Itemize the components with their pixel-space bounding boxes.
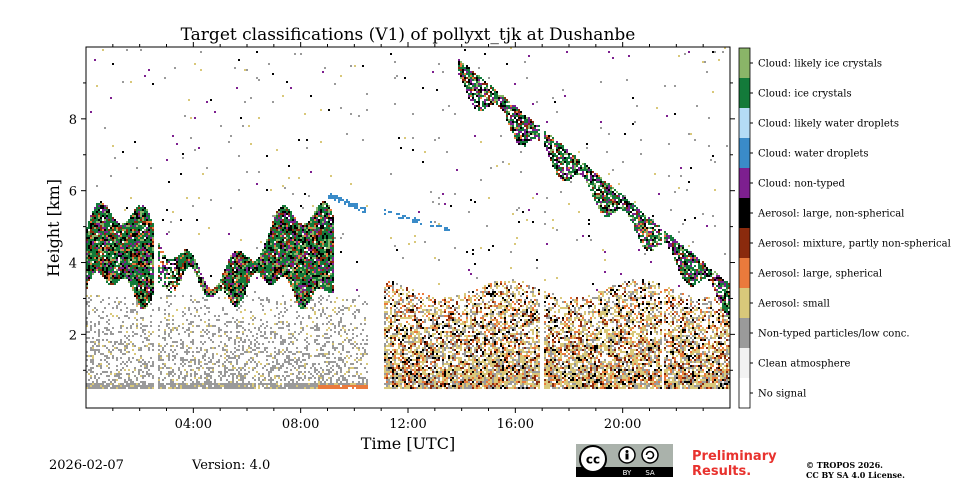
legend-swatch	[739, 348, 750, 378]
legend-swatch	[739, 138, 750, 168]
legend-label: No signal	[758, 389, 806, 400]
sa-text: SA	[645, 469, 655, 477]
y-tick-label: 4	[69, 257, 77, 272]
copyright-line2: CC BY SA 4.0 License.	[806, 470, 905, 480]
legend-swatch	[739, 288, 750, 318]
legend-label: Cloud: ice crystals	[758, 89, 852, 100]
legend-label: Cloud: non-typed	[758, 179, 846, 190]
legend-label: Cloud: likely water droplets	[758, 119, 899, 130]
legend-swatch	[739, 48, 750, 78]
axes: 04:00 08:00 12:00 16:00 20:00 2 4 6 8	[69, 42, 735, 432]
legend-swatch	[739, 318, 750, 348]
preliminary-line2: Results.	[692, 464, 752, 479]
legend-swatch	[739, 198, 750, 228]
date-label: 2026-02-07	[49, 458, 124, 473]
legend-frame	[738, 47, 751, 409]
y-tick-label: 6	[69, 185, 77, 200]
legend-label: Aerosol: mixture, partly non-spherical	[757, 239, 951, 250]
x-tick-label: 04:00	[175, 417, 212, 432]
x-tick-label: 20:00	[604, 417, 641, 432]
y-axis-label: Height [km]	[44, 179, 63, 277]
classification-heatmap	[86, 47, 730, 389]
cc-mark: cc	[586, 453, 600, 467]
legend-label: Cloud: water droplets	[758, 149, 869, 160]
legend-swatch	[739, 228, 750, 258]
chart-title: Target classifications (V1) of pollyxt_t…	[180, 25, 636, 45]
y-tick-label: 2	[69, 328, 77, 343]
legend-swatch	[739, 78, 750, 108]
legend-swatch	[739, 258, 750, 288]
legend-swatch	[739, 108, 750, 138]
sa-icon	[641, 446, 659, 464]
cc-icon	[579, 445, 607, 473]
legend-label: Aerosol: large, non-spherical	[757, 209, 904, 220]
x-axis-label: Time [UTC]	[361, 434, 455, 453]
cc-by-sa-license-badge: cc BY SA	[576, 444, 673, 477]
legend-label: Aerosol: small	[757, 299, 830, 310]
by-text: BY	[623, 469, 632, 477]
x-tick-label: 16:00	[497, 417, 534, 432]
preliminary-notice: Preliminary Results.	[692, 449, 777, 479]
colorbar-legend: Cloud: likely ice crystals Cloud: ice cry…	[738, 47, 951, 409]
version-label: Version: 4.0	[192, 458, 271, 473]
x-tick-label: 08:00	[282, 417, 319, 432]
copyright-line1: © TROPOS 2026.	[806, 460, 883, 470]
x-tick-label: 12:00	[389, 417, 426, 432]
legend-label: Cloud: likely ice crystals	[758, 59, 882, 70]
legend-label: Non-typed particles/low conc.	[758, 329, 910, 340]
legend-label: Clean atmosphere	[758, 359, 851, 370]
preliminary-line1: Preliminary	[692, 449, 777, 464]
copyright-notice: © TROPOS 2026. CC BY SA 4.0 License.	[806, 460, 905, 480]
legend-swatch	[739, 378, 750, 408]
y-tick-label: 8	[69, 113, 77, 128]
legend-swatch	[739, 168, 750, 198]
legend-label: Aerosol: large, spherical	[757, 269, 882, 280]
